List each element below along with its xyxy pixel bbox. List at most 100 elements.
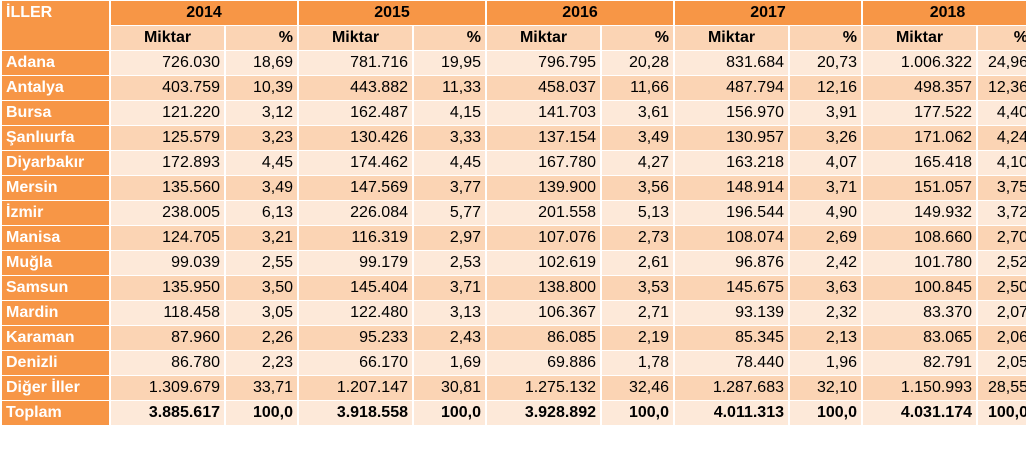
table-row: Mersin 135.560 3,49 147.569 3,77 139.900 3,56 1… <box>2 176 1026 200</box>
amount-cell: 86.085 <box>487 326 600 350</box>
amount-cell: 101.780 <box>863 251 976 275</box>
amount-cell: 66.170 <box>299 351 412 375</box>
amount-cell: 93.139 <box>675 301 788 325</box>
provinces-data-table: İLLER 2014 2015 2016 2017 2018 Miktar % … <box>2 1 1026 425</box>
percent-cell: 3,33 <box>414 126 485 150</box>
percent-cell: 4,10 <box>978 151 1026 175</box>
amount-cell: 69.886 <box>487 351 600 375</box>
percent-cell: 32,46 <box>602 376 673 400</box>
amount-cell: 3.885.617 <box>111 401 224 425</box>
amount-cell: 135.560 <box>111 176 224 200</box>
amount-cell: 196.544 <box>675 201 788 225</box>
percent-subheader: % <box>790 26 861 50</box>
percent-cell: 32,10 <box>790 376 861 400</box>
amount-cell: 156.970 <box>675 101 788 125</box>
percent-cell: 4,15 <box>414 101 485 125</box>
percent-cell: 6,13 <box>226 201 297 225</box>
percent-cell: 2,32 <box>790 301 861 325</box>
amount-cell: 141.703 <box>487 101 600 125</box>
percent-cell: 100,0 <box>226 401 297 425</box>
amount-cell: 125.579 <box>111 126 224 150</box>
amount-cell: 1.275.132 <box>487 376 600 400</box>
table-row: Muğla 99.039 2,55 99.179 2,53 102.619 2,61 96.8… <box>2 251 1026 275</box>
percent-cell: 30,81 <box>414 376 485 400</box>
percent-cell: 3,71 <box>790 176 861 200</box>
percent-cell: 2,23 <box>226 351 297 375</box>
amount-cell: 4.011.313 <box>675 401 788 425</box>
amount-cell: 137.154 <box>487 126 600 150</box>
percent-cell: 100,0 <box>414 401 485 425</box>
percent-cell: 3,91 <box>790 101 861 125</box>
amount-cell: 86.780 <box>111 351 224 375</box>
percent-cell: 3,23 <box>226 126 297 150</box>
amount-cell: 498.357 <box>863 76 976 100</box>
percent-cell: 2,97 <box>414 226 485 250</box>
amount-subheader: Miktar <box>299 26 412 50</box>
amount-cell: 171.062 <box>863 126 976 150</box>
amount-cell: 201.558 <box>487 201 600 225</box>
percent-cell: 4,07 <box>790 151 861 175</box>
year-header-row: İLLER 2014 2015 2016 2017 2018 <box>2 1 1026 50</box>
percent-cell: 10,39 <box>226 76 297 100</box>
percent-cell: 20,28 <box>602 51 673 75</box>
percent-cell: 2,71 <box>602 301 673 325</box>
amount-cell: 177.522 <box>863 101 976 125</box>
year-header-2014: 2014 <box>111 1 297 25</box>
amount-cell: 118.458 <box>111 301 224 325</box>
amount-cell: 1.309.679 <box>111 376 224 400</box>
amount-cell: 96.876 <box>675 251 788 275</box>
percent-cell: 1,78 <box>602 351 673 375</box>
province-name: Antalya <box>2 76 109 100</box>
percent-cell: 2,53 <box>414 251 485 275</box>
amount-cell: 238.005 <box>111 201 224 225</box>
amount-cell: 781.716 <box>299 51 412 75</box>
percent-cell: 3,13 <box>414 301 485 325</box>
percent-cell: 3,49 <box>226 176 297 200</box>
percent-cell: 2,26 <box>226 326 297 350</box>
percent-cell: 24,96 <box>978 51 1026 75</box>
table-body: Adana 726.030 18,69 781.716 19,95 796.795 20,2… <box>2 51 1026 425</box>
amount-cell: 796.795 <box>487 51 600 75</box>
percent-cell: 12,16 <box>790 76 861 100</box>
amount-cell: 1.150.993 <box>863 376 976 400</box>
province-name: Diyarbakır <box>2 151 109 175</box>
percent-cell: 4,24 <box>978 126 1026 150</box>
amount-cell: 108.660 <box>863 226 976 250</box>
amount-cell: 100.845 <box>863 276 976 300</box>
amount-cell: 149.932 <box>863 201 976 225</box>
percent-cell: 18,69 <box>226 51 297 75</box>
percent-cell: 28,55 <box>978 376 1026 400</box>
table-row: Bursa 121.220 3,12 162.487 4,15 141.703 3,61 15… <box>2 101 1026 125</box>
percent-cell: 2,50 <box>978 276 1026 300</box>
province-name: Mersin <box>2 176 109 200</box>
amount-cell: 174.462 <box>299 151 412 175</box>
year-header-2015: 2015 <box>299 1 485 25</box>
table-row: Mardin 118.458 3,05 122.480 3,13 106.367 2,71 9… <box>2 301 1026 325</box>
amount-cell: 99.039 <box>111 251 224 275</box>
amount-cell: 108.074 <box>675 226 788 250</box>
province-name: Denizli <box>2 351 109 375</box>
amount-cell: 106.367 <box>487 301 600 325</box>
table-row: Samsun 135.950 3,50 145.404 3,71 138.800 3,53 1… <box>2 276 1026 300</box>
percent-cell: 2,70 <box>978 226 1026 250</box>
percent-cell: 3,71 <box>414 276 485 300</box>
table-row: Şanlıurfa 125.579 3,23 130.426 3,33 137.154 3,… <box>2 126 1026 150</box>
percent-cell: 3,63 <box>790 276 861 300</box>
province-name: Muğla <box>2 251 109 275</box>
percent-cell: 2,43 <box>414 326 485 350</box>
province-name: Manisa <box>2 226 109 250</box>
percent-cell: 11,33 <box>414 76 485 100</box>
table-row: Diyarbakır 172.893 4,45 174.462 4,45 167.780 4… <box>2 151 1026 175</box>
percent-cell: 2,06 <box>978 326 1026 350</box>
year-header-2016: 2016 <box>487 1 673 25</box>
amount-cell: 726.030 <box>111 51 224 75</box>
percent-subheader: % <box>978 26 1026 50</box>
amount-cell: 139.900 <box>487 176 600 200</box>
amount-cell: 83.065 <box>863 326 976 350</box>
table-row: Diğer İller 1.309.679 33,71 1.207.147 30,81 1… <box>2 376 1026 400</box>
percent-cell: 3,77 <box>414 176 485 200</box>
province-name: İzmir <box>2 201 109 225</box>
year-header-2018: 2018 <box>863 1 1026 25</box>
amount-cell: 135.950 <box>111 276 224 300</box>
percent-subheader: % <box>414 26 485 50</box>
